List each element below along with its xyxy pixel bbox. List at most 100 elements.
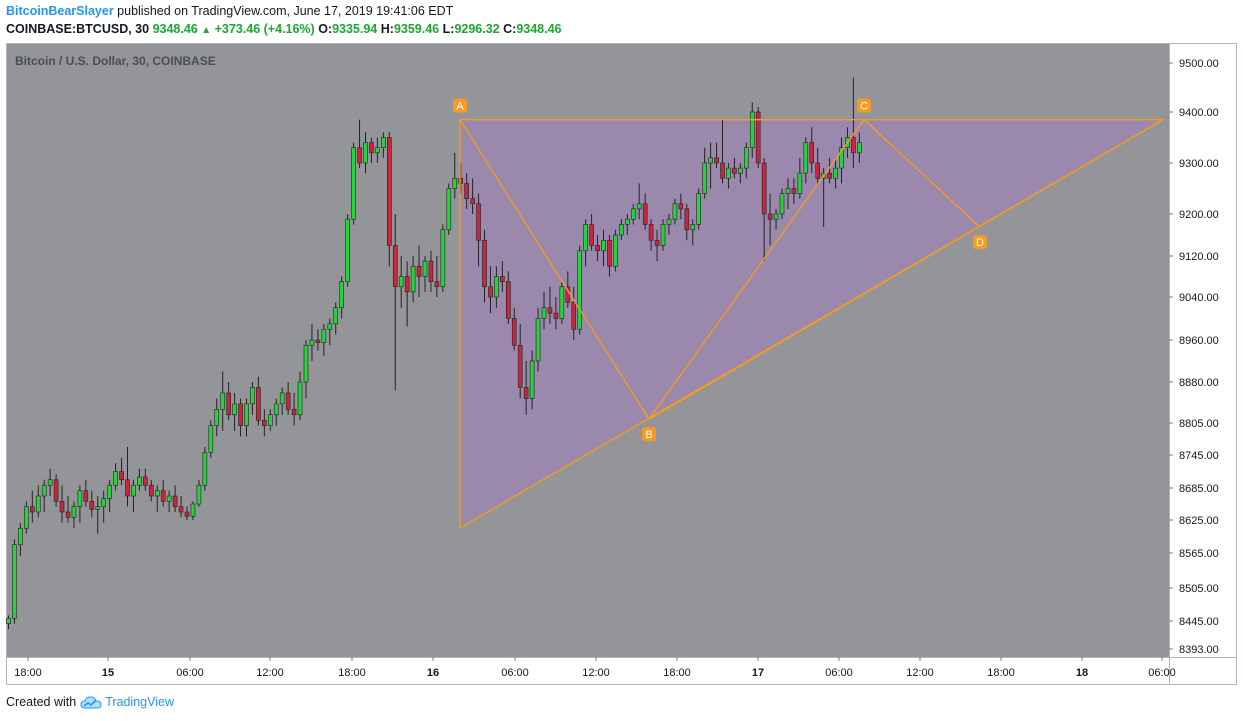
- candle-body: [196, 484, 202, 505]
- candle-body: [18, 527, 23, 546]
- candle-body: [624, 218, 630, 225]
- price-chart[interactable]: Bitcoin / U.S. Dollar, 30, COINBASE A B C D…: [6, 43, 1237, 685]
- candle-body: [35, 495, 41, 513]
- footer: Created with TradingView: [6, 695, 174, 709]
- candle-body: [101, 498, 106, 507]
- tradingview-link[interactable]: TradingView: [80, 695, 174, 709]
- candle-body: [321, 328, 327, 343]
- symbol-info: COINBASE:BTCUSD, 30 9348.46 ▲ +373.46 (+…: [6, 22, 562, 36]
- created-with-text: Created with: [6, 695, 77, 709]
- candle-body: [797, 172, 803, 194]
- candle-body: [476, 203, 481, 241]
- candle-body: [803, 142, 809, 174]
- x-tick-label: 18:00: [338, 667, 366, 679]
- candle-body: [630, 208, 636, 220]
- candle-body: [279, 392, 285, 405]
- candle-body: [589, 224, 594, 246]
- pattern-label-box[interactable]: [973, 235, 987, 250]
- candle-body: [785, 188, 791, 194]
- chart-container[interactable]: Bitcoin / U.S. Dollar, 30, COINBASE A B C D…: [6, 43, 1237, 685]
- candle-body: [83, 490, 89, 502]
- candle-body: [166, 495, 172, 502]
- x-tick-label: 06:00: [501, 667, 529, 679]
- candle-body: [77, 490, 83, 507]
- candle-body: [595, 245, 600, 252]
- last-price: 9348.46: [152, 22, 198, 36]
- candle-body: [262, 419, 267, 426]
- candle-body: [309, 339, 315, 346]
- y-tick-label: 9120.00: [1179, 251, 1219, 263]
- candle-body: [410, 265, 416, 293]
- candle-body: [24, 506, 29, 529]
- x-tick-label: 06:00: [176, 667, 204, 679]
- y-tick-label: 8565.00: [1179, 548, 1219, 560]
- candle-body: [59, 501, 65, 513]
- candle-body: [738, 167, 743, 174]
- candle-body: [607, 239, 612, 267]
- y-tick-label: 8445.00: [1179, 616, 1219, 628]
- candle-body: [571, 302, 577, 330]
- candle-body: [809, 142, 815, 164]
- candle-body: [267, 414, 273, 426]
- x-tick-label: 06:00: [825, 667, 853, 679]
- candle-body: [446, 188, 452, 231]
- y-tick-label: 8805.00: [1179, 418, 1219, 430]
- candle-body: [732, 167, 737, 174]
- candle-body: [505, 281, 511, 319]
- price-change: +373.46 (+4.16%): [214, 22, 315, 36]
- candle-body: [535, 318, 541, 362]
- candle-body: [458, 178, 464, 184]
- candle-body: [434, 281, 440, 288]
- candle-body: [559, 286, 565, 319]
- candle-body: [345, 218, 350, 282]
- candle-body: [714, 157, 719, 164]
- symbol: COINBASE:BTCUSD, 30: [6, 22, 150, 36]
- candle-body: [636, 203, 642, 210]
- candle-body: [149, 484, 154, 497]
- candle-body: [743, 147, 749, 169]
- candle-body: [494, 276, 499, 298]
- candle-body: [482, 239, 487, 288]
- up-arrow-icon: ▲: [201, 25, 212, 36]
- candle-body: [642, 203, 648, 225]
- pattern-label-box[interactable]: [453, 98, 467, 113]
- candle-body: [613, 234, 618, 267]
- candle-body: [464, 183, 469, 199]
- x-tick-label: 18:00: [987, 667, 1015, 679]
- y-tick-label: 8880.00: [1179, 377, 1219, 389]
- open-label: O:: [318, 22, 333, 36]
- candle-body: [154, 490, 160, 497]
- candle-body: [601, 239, 606, 252]
- y-tick-label: 9300.00: [1179, 158, 1219, 170]
- candle-body: [511, 318, 517, 346]
- candle-body: [250, 387, 255, 405]
- high-label: H:: [380, 22, 394, 36]
- x-tick-label: 16: [427, 667, 439, 679]
- candle-body: [428, 260, 434, 282]
- pattern-label-box[interactable]: [857, 98, 871, 113]
- candle-body: [65, 511, 71, 518]
- candle-body: [702, 162, 707, 194]
- author-link[interactable]: BitcoinBearSlayer: [6, 4, 114, 18]
- candle-body: [398, 276, 404, 288]
- candle-body: [47, 479, 53, 486]
- candle-body: [178, 506, 184, 513]
- y-tick-label: 9040.00: [1179, 292, 1219, 304]
- close-value: 9348.46: [516, 22, 562, 36]
- candle-body: [208, 425, 214, 453]
- candle-body: [297, 381, 303, 416]
- y-tick-label: 9500.00: [1179, 58, 1219, 70]
- y-tick-label: 8625.00: [1179, 515, 1219, 527]
- candle-body: [619, 224, 624, 236]
- chart-legend: Bitcoin / U.S. Dollar, 30, COINBASE: [15, 54, 216, 68]
- candle-body: [244, 403, 249, 426]
- pattern-label-box[interactable]: [642, 427, 656, 442]
- candle-body: [553, 312, 559, 319]
- tradingview-cloud-icon: [80, 695, 102, 708]
- candle-body: [226, 392, 231, 416]
- candle-body: [351, 147, 356, 220]
- candle-body: [684, 208, 690, 231]
- y-tick-label: 9200.00: [1179, 209, 1219, 221]
- candle-body: [220, 392, 225, 410]
- line-b-c: [648, 119, 865, 420]
